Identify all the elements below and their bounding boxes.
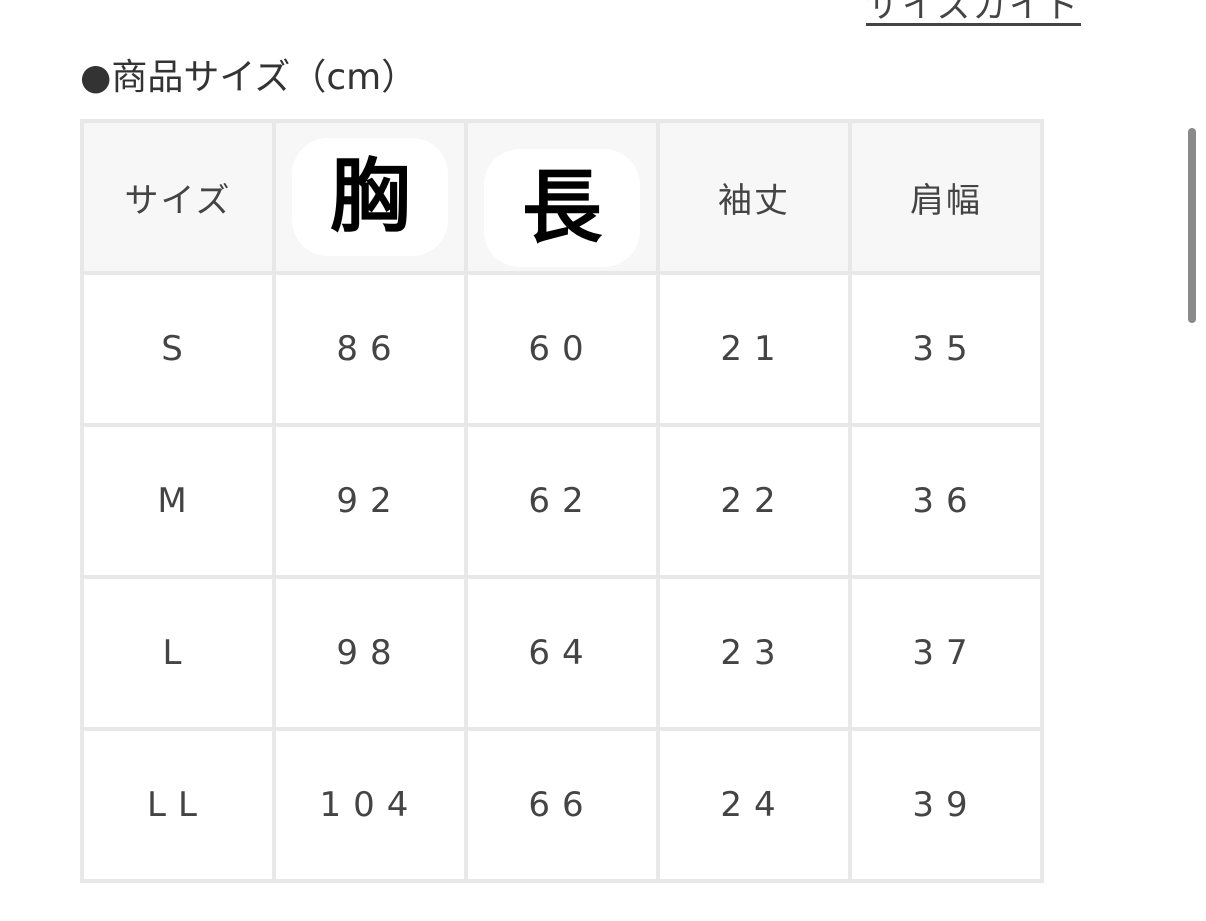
header-length-label: 長 [484, 149, 640, 267]
size-table: サイズ 胸 長 袖丈 肩幅 S 86 60 21 35 M 92 62 22 3… [80, 119, 1044, 883]
cell: 64 [464, 575, 660, 731]
cell: 86 [272, 271, 468, 427]
cell: 66 [464, 727, 660, 883]
cell: 24 [656, 727, 852, 883]
cell: 35 [848, 271, 1044, 427]
cell: 60 [464, 271, 660, 427]
header-size: サイズ [80, 119, 276, 275]
cell: S [80, 271, 276, 427]
table-row: L 98 64 23 37 [80, 575, 1044, 731]
cell: M [80, 423, 276, 579]
size-guide-link[interactable]: サイズガイド [866, 0, 1081, 26]
cell: LL [80, 727, 276, 883]
table-header-row: サイズ 胸 長 袖丈 肩幅 [80, 119, 1044, 275]
cell: 98 [272, 575, 468, 731]
cell: 22 [656, 423, 852, 579]
table-row: S 86 60 21 35 [80, 271, 1044, 427]
cell: 39 [848, 727, 1044, 883]
cell: L [80, 575, 276, 731]
cell: 92 [272, 423, 468, 579]
table-row: M 92 62 22 36 [80, 423, 1044, 579]
section-title: ●商品サイズ（cm） [80, 57, 418, 98]
cell: 104 [272, 727, 468, 883]
table-row: LL 104 66 24 39 [80, 727, 1044, 883]
cell: 23 [656, 575, 852, 731]
cell: 36 [848, 423, 1044, 579]
cell: 21 [656, 271, 852, 427]
header-chest: 胸 [272, 119, 468, 275]
header-length: 長 [464, 119, 660, 275]
header-shoulder: 肩幅 [848, 119, 1044, 275]
header-chest-label: 胸 [292, 138, 448, 256]
scrollbar[interactable] [1188, 128, 1196, 323]
cell: 37 [848, 575, 1044, 731]
cell: 62 [464, 423, 660, 579]
header-sleeve: 袖丈 [656, 119, 852, 275]
